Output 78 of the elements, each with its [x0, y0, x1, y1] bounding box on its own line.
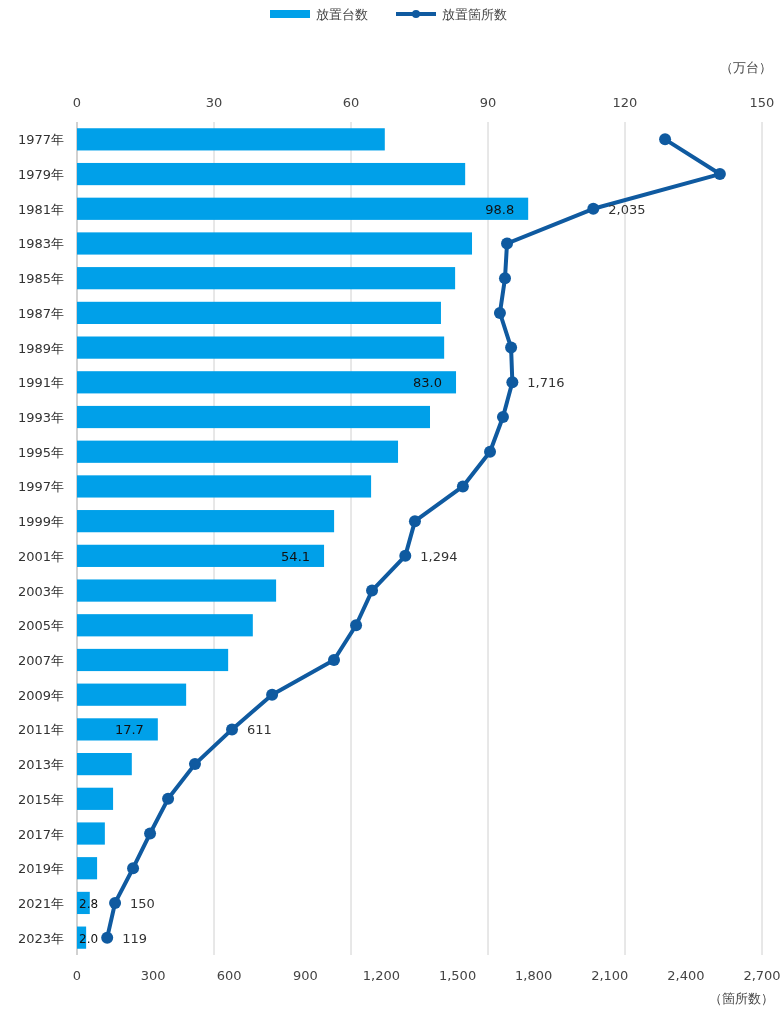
y-tick-label: 2021年	[17, 895, 64, 911]
y-tick-label: 1991年	[17, 375, 64, 391]
y-tick-label: 1985年	[17, 271, 64, 287]
point	[659, 133, 672, 146]
x-tick-label: 600	[216, 968, 242, 983]
data-label: 119	[122, 930, 148, 946]
x2-axis-title: （万台）	[720, 60, 772, 75]
y-tick-label: 1981年	[17, 201, 64, 217]
point	[101, 931, 114, 944]
x2-tick-label: 150	[749, 95, 775, 110]
point	[399, 549, 412, 562]
x-tick-label: 0	[72, 968, 82, 983]
x-tick-label: 2,700	[743, 968, 781, 983]
point	[506, 376, 519, 389]
data-label: 150	[130, 895, 155, 911]
y-tick-label: 2009年	[17, 687, 64, 703]
point	[501, 237, 514, 250]
point	[226, 723, 239, 736]
legend-label: 放置台数	[316, 7, 368, 22]
x-tick-label: 900	[292, 968, 318, 983]
x-tick-label: 2,100	[591, 968, 629, 983]
point	[109, 896, 122, 909]
data-label: 1,294	[420, 548, 458, 564]
x-tick-label: 1,200	[362, 968, 401, 983]
data-label: 17.7	[114, 722, 144, 738]
point	[266, 688, 279, 701]
point	[350, 619, 363, 632]
y-tick-label: 1989年	[17, 340, 64, 356]
point	[127, 862, 140, 875]
point	[499, 272, 511, 285]
y-tick-label: 2013年	[17, 757, 64, 773]
y-tick-label: 2005年	[17, 618, 64, 634]
y-tick-label: 2015年	[17, 791, 64, 807]
x2-tick-label: 60	[342, 95, 360, 110]
point	[366, 584, 379, 597]
x-axis-title: （箇所数）	[709, 991, 774, 1006]
y-tick-label: 2023年	[17, 930, 64, 946]
point	[713, 168, 726, 181]
y-tick-label: 1983年	[17, 236, 64, 252]
data-label: 611	[247, 722, 272, 738]
data-label: 98.8	[485, 201, 515, 217]
x-tick-label: 300	[140, 968, 166, 983]
x-tick-label: 2,400	[667, 968, 705, 983]
x2-tick-label: 90	[479, 95, 497, 110]
data-label: 2,035	[608, 201, 646, 217]
point	[484, 445, 497, 458]
point	[587, 202, 600, 215]
data-label: 54.1	[281, 548, 311, 564]
point	[456, 480, 469, 493]
y-tick-label: 2011年	[17, 722, 64, 738]
y-tick-label: 1979年	[17, 167, 64, 183]
point	[496, 411, 509, 424]
y-tick-label: 2017年	[17, 826, 64, 842]
y-tick-label: 1987年	[17, 305, 64, 321]
y-tick-label: 1999年	[17, 514, 64, 530]
y-tick-label: 2007年	[17, 652, 64, 668]
x2-tick-label: 0	[72, 95, 82, 110]
y-tick-label: 2019年	[17, 861, 64, 877]
point	[505, 341, 518, 354]
y-tick-label: 1995年	[17, 444, 64, 460]
x-tick-label: 1,500	[438, 968, 477, 983]
y-tick-label: 1997年	[17, 479, 64, 495]
point	[188, 758, 201, 771]
point	[493, 306, 506, 319]
point	[144, 827, 157, 840]
y-tick-label: 2001年	[17, 548, 64, 564]
point	[162, 792, 175, 805]
data-label: 1,716	[527, 375, 565, 391]
x2-tick-label: 120	[612, 95, 638, 110]
y-tick-label: 2003年	[17, 583, 64, 599]
data-label: 83.0	[413, 375, 443, 391]
x-tick-label: 1,800	[515, 968, 553, 983]
point	[408, 515, 421, 528]
y-tick-label: 1977年	[17, 132, 64, 148]
x2-tick-label: 30	[205, 95, 223, 110]
y-tick-label: 1993年	[17, 410, 64, 426]
point	[328, 653, 340, 666]
legend-label: 放置箇所数	[442, 7, 507, 22]
